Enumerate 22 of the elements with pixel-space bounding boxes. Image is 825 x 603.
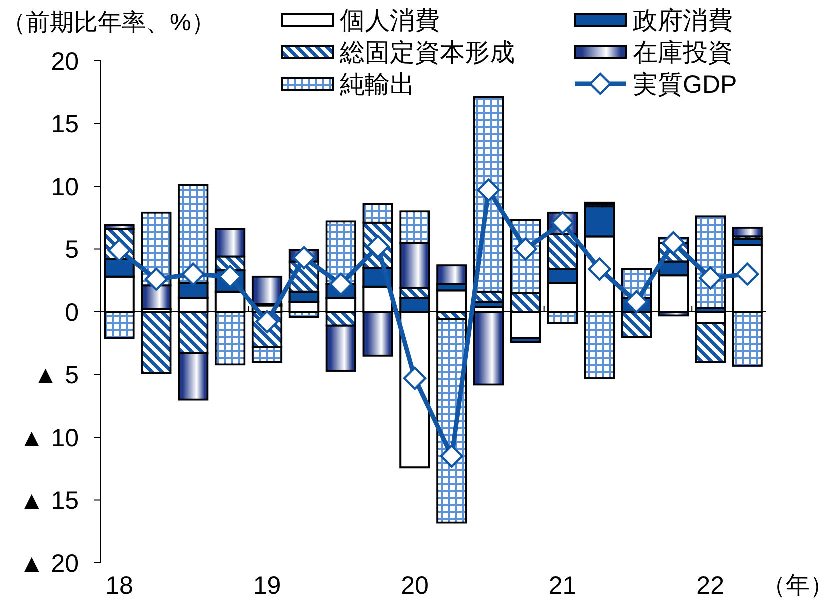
legend-label: 総固定資本形成 (339, 39, 515, 67)
y-axis-title: （前期比年率、%） (2, 9, 216, 36)
legend-label: 政府消費 (633, 7, 733, 35)
y-tick-label: ▲ 20 (20, 550, 79, 578)
y-tick-label: 15 (51, 110, 79, 138)
y-tick-label: 20 (51, 48, 79, 76)
y-tick-label: ▲ 10 (20, 424, 79, 452)
legend-label: 実質GDP (633, 71, 738, 99)
legend-label: 純輸出 (340, 71, 415, 99)
legend-label: 個人消費 (340, 7, 440, 35)
legend-label: 在庫投資 (633, 39, 733, 67)
x-tick-label: 22 (696, 572, 724, 600)
y-tick-label: ▲ 5 (33, 362, 79, 390)
x-tick-label: 20 (401, 572, 429, 600)
y-tick-label: 10 (51, 173, 79, 202)
y-tick-label: ▲ 15 (20, 487, 79, 515)
x-tick-label: 21 (548, 572, 577, 600)
y-tick-label: 5 (65, 236, 79, 264)
x-tick-label: 19 (253, 572, 282, 600)
y-tick-label: 0 (65, 298, 79, 327)
x-tick-label: 18 (106, 572, 134, 600)
x-axis-title: （年） (762, 572, 825, 600)
